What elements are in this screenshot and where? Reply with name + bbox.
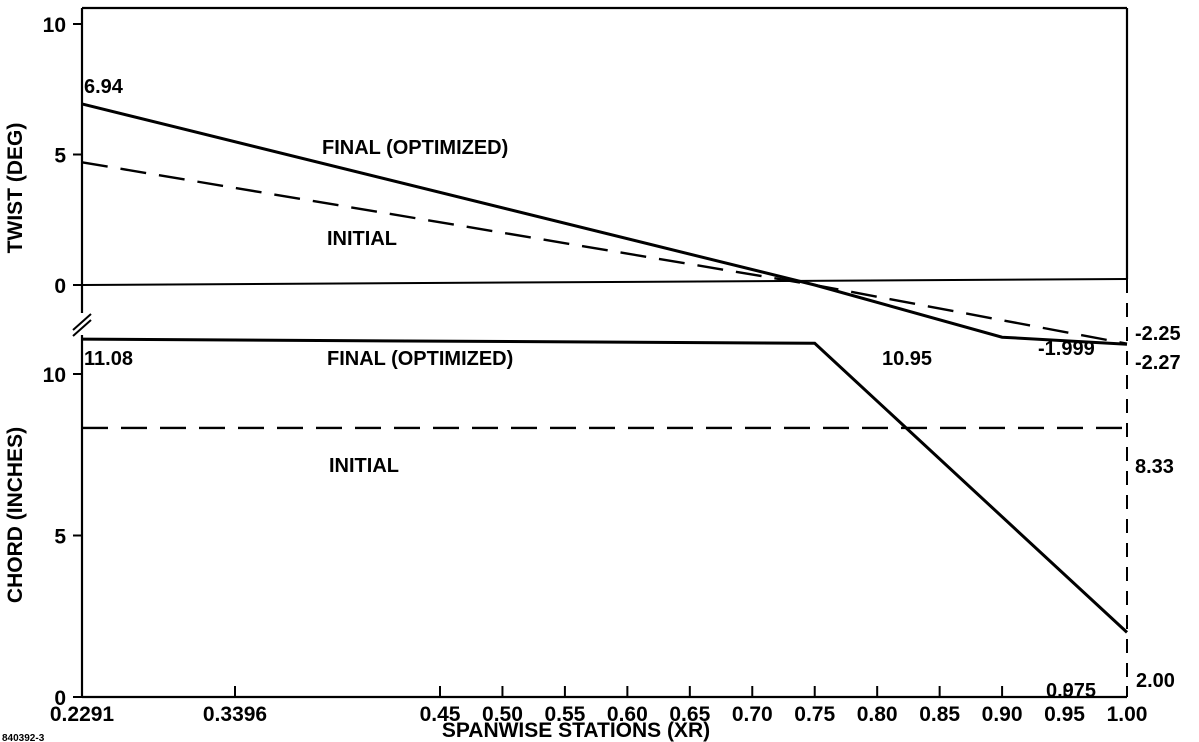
- x-tick-label: 0.45: [420, 703, 461, 726]
- x-tick-label: 0.95: [1044, 703, 1085, 726]
- twist-value-label: -2.25: [1135, 323, 1181, 345]
- twist-initial-series-label: INITIAL: [327, 228, 397, 250]
- x-tick-label: 0.55: [544, 703, 585, 726]
- twist-annotations: 6.94 -1.999 -2.25 -2.27: [84, 76, 1181, 374]
- chord-value-label: 0.975: [1046, 680, 1096, 702]
- x-axis-label: SPANWISE STATIONS (XR): [442, 719, 710, 742]
- twist-panel: TWIST (DEG) 0 5 10 FINAL (OPTIMIZED) INITIA…: [4, 6, 1181, 697]
- twist-final-line: [81, 102, 1128, 346]
- chord-value-label: 11.08: [84, 348, 133, 370]
- chord-value-label: 2.00: [1136, 670, 1175, 692]
- chord-y-axis-label: CHORD (INCHES): [4, 427, 27, 603]
- chord-series-labels: FINAL (OPTIMIZED) INITIAL: [327, 348, 513, 477]
- x-tick-label: 0.90: [982, 703, 1023, 726]
- twist-value-label: 6.94: [84, 76, 124, 98]
- x-tick-label: 0.50: [482, 703, 523, 726]
- x-tick-label: 0.85: [919, 703, 960, 726]
- twist-initial-line: [81, 161, 1128, 345]
- y-tick-label: 5: [54, 526, 66, 549]
- chord-value-label: 10.95: [882, 348, 932, 370]
- chord-panel: CHORD (INCHES) 0 5 10 FINAL (OPTIMIZED) INI…: [4, 335, 1175, 710]
- chord-final-line: [81, 337, 1129, 634]
- x-tick-label: 0.2291: [50, 703, 115, 726]
- y-tick-label: 0: [54, 687, 66, 710]
- twist-y-ticks: 0 5 10: [43, 14, 82, 298]
- x-tick-label: 0.60: [607, 703, 648, 726]
- twist-final-series-label: FINAL (OPTIMIZED): [322, 137, 508, 159]
- x-tick-label: 0.3396: [203, 703, 267, 726]
- twist-zero-line: [81, 278, 1128, 286]
- y-tick-label: 10: [43, 14, 66, 37]
- x-axis: 0.2291 0.3396 0.45 0.50 0.55 0.60 0.65 0.70 0.75…: [50, 686, 1148, 726]
- y-tick-label: 5: [54, 145, 66, 168]
- chord-annotations: 11.08 10.95 8.33 2.00 0.975: [84, 348, 1175, 702]
- twist-series-labels: FINAL (OPTIMIZED) INITIAL: [322, 137, 508, 250]
- twist-value-label: -2.27: [1135, 352, 1181, 374]
- chord-y-ticks: 0 5 10: [43, 364, 82, 710]
- axis-break-mark: [72, 313, 92, 337]
- x-tick-label: 0.75: [794, 703, 835, 726]
- twist-series: [81, 102, 1128, 346]
- chord-final-series-label: FINAL (OPTIMIZED): [327, 348, 513, 370]
- x-tick-label: 0.70: [732, 703, 773, 726]
- y-tick-label: 0: [54, 275, 66, 298]
- chord-value-label: 8.33: [1135, 456, 1174, 478]
- figure-id: 840392-3: [2, 733, 45, 742]
- twist-y-axis-label: TWIST (DEG): [4, 123, 27, 254]
- x-tick-label: 1.00: [1107, 703, 1148, 726]
- twist-value-label: -1.999: [1038, 338, 1095, 360]
- chord-initial-series-label: INITIAL: [329, 455, 399, 477]
- x-tick-label: 0.65: [669, 703, 710, 726]
- chord-series: [81, 337, 1129, 634]
- x-tick-label: 0.80: [857, 703, 898, 726]
- y-tick-label: 10: [43, 364, 66, 387]
